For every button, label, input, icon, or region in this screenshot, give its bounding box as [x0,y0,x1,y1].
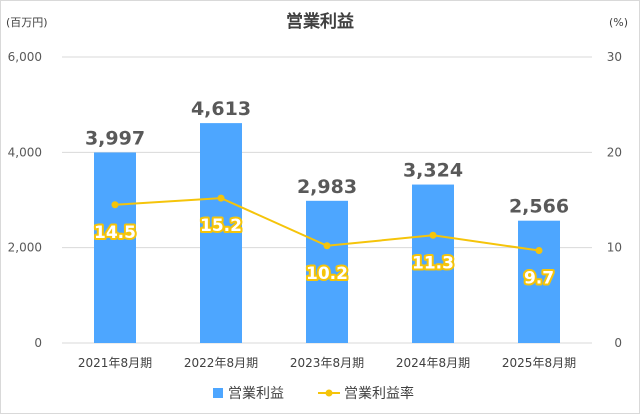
chart-title: 営業利益 [286,11,354,32]
bar-value-label: 4,613 [191,98,251,120]
legend: 営業利益 営業利益率 [213,385,414,402]
bar [306,200,348,343]
bar [518,220,560,343]
category-label: 2024年8月期 [396,356,470,370]
rate-value-label: 11.3 [412,253,454,273]
legend-line-marker [325,389,333,397]
legend-bar-swatch [213,388,223,398]
line-point [111,201,119,209]
line-point [323,242,331,250]
line-point [429,231,437,239]
bar-value-label: 2,566 [509,196,569,218]
left-tick-label: 6,000 [8,50,42,64]
left-tick-label: 4,000 [8,145,42,159]
category-label: 2022年8月期 [184,356,258,370]
legend-line-label: 営業利益率 [344,385,414,402]
left-axis-unit: (百万円) [6,16,48,29]
rate-value-label: 10.2 [306,264,348,284]
right-tick-label: 20 [607,145,622,159]
rate-value-label: 14.5 [94,223,136,243]
line-series [111,194,543,255]
rate-value-label: 9.7 [524,269,554,289]
rate-value-label: 15.2 [200,216,242,236]
line-point [217,194,225,202]
category-label: 2021年8月期 [78,356,152,370]
bar-data-labels: 3,997 4,613 2,983 3,324 2,566 [85,98,569,218]
right-tick-label: 10 [607,241,622,255]
bar [200,123,242,343]
right-tick-label: 0 [614,336,622,350]
legend-bar-label: 営業利益 [228,386,284,402]
left-tick-label: 0 [34,336,42,350]
right-tick-label: 30 [607,50,622,64]
bar-value-label: 3,997 [85,127,145,149]
bar [94,152,136,343]
bar [412,184,454,343]
line-point [535,247,543,255]
category-label: 2023年8月期 [290,356,364,370]
bar-value-label: 3,324 [403,160,463,182]
category-label: 2025年8月期 [502,356,576,370]
line-data-labels: 14.5 15.2 10.2 11.3 9.7 [92,214,556,290]
left-tick-label: 2,000 [8,241,42,255]
right-axis-unit: (%) [609,16,628,29]
bar-value-label: 2,983 [297,176,357,198]
category-axis: 2021年8月期 2022年8月期 2023年8月期 2024年8月期 2025年8月期 [78,356,576,370]
bar-series [94,123,560,343]
right-axis: 0 10 20 30 [607,50,622,350]
left-axis: 0 2,000 4,000 6,000 [8,50,42,350]
